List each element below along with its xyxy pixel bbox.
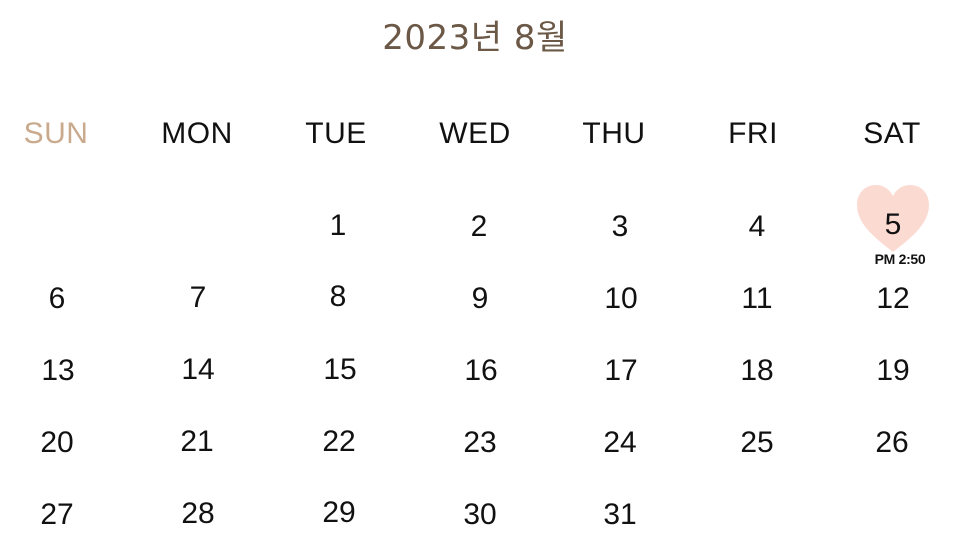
day-cell[interactable]: 21 (180, 425, 214, 458)
day-cell[interactable]: 1 (329, 209, 347, 242)
calendar-title: 2023년 8월 (382, 18, 568, 58)
day-cell[interactable]: 4 (748, 210, 766, 243)
day-cell[interactable]: 10 (604, 282, 638, 315)
day-cell[interactable]: 12 (876, 282, 910, 315)
day-cell[interactable]: 7 (189, 281, 207, 314)
weekday-wed: WED (439, 117, 511, 150)
day-cell[interactable]: 9 (471, 282, 489, 315)
weekday-mon: MON (161, 117, 233, 150)
weekday-thu: THU (582, 117, 646, 150)
day-cell[interactable]: 31 (603, 498, 637, 531)
day-cell[interactable]: 22 (322, 425, 356, 458)
event-time-label: PM 2:50 (874, 251, 926, 267)
day-cell[interactable]: 24 (603, 426, 637, 459)
day-cell[interactable]: 8 (329, 280, 347, 313)
day-cell[interactable]: 20 (40, 426, 74, 459)
weekday-sun: SUN (23, 117, 89, 150)
day-cell[interactable]: 17 (604, 354, 638, 387)
weekday-sat: SAT (863, 117, 921, 150)
day-cell[interactable]: 23 (463, 426, 497, 459)
day-cell[interactable]: 3 (611, 210, 629, 243)
highlighted-day[interactable]: 5 (884, 208, 902, 241)
heart-icon (857, 185, 929, 252)
day-cell[interactable]: 18 (740, 354, 774, 387)
day-cell[interactable]: 27 (40, 498, 74, 531)
weekday-fri: FRI (728, 117, 778, 150)
day-cell[interactable]: 28 (181, 497, 215, 530)
day-cell[interactable]: 26 (875, 426, 909, 459)
weekday-tue: TUE (305, 117, 367, 150)
day-cell[interactable]: 25 (740, 426, 774, 459)
day-cell[interactable]: 29 (322, 496, 356, 529)
day-cell[interactable]: 2 (470, 210, 488, 243)
day-cell[interactable]: 14 (181, 353, 215, 386)
day-cell[interactable]: 6 (48, 282, 66, 315)
day-cell[interactable]: 13 (41, 354, 75, 387)
day-cell[interactable]: 19 (876, 354, 910, 387)
day-cell[interactable]: 15 (323, 353, 357, 386)
day-cell[interactable]: 16 (464, 354, 498, 387)
day-cell[interactable]: 11 (741, 282, 773, 315)
day-cell[interactable]: 30 (463, 498, 497, 531)
